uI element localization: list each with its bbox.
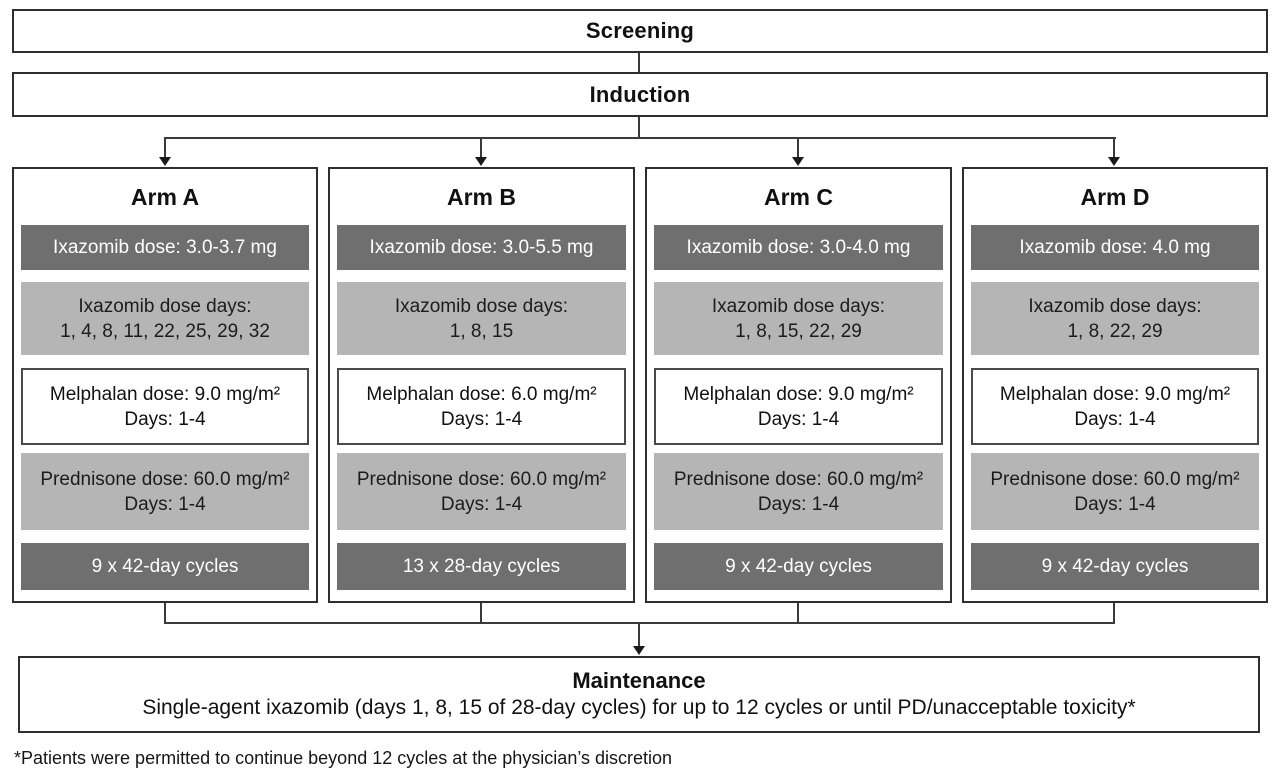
- arm-d-box: Arm D Ixazomib dose: 4.0 mg Ixazomib dos…: [962, 167, 1268, 603]
- arm-b-melphalan: Melphalan dose: 6.0 mg/m² Days: 1-4: [337, 368, 626, 445]
- arm-c-ixazomib-dose-text: Ixazomib dose: 3.0-4.0 mg: [686, 237, 911, 258]
- connector-screening-induction: [638, 53, 640, 72]
- connector-drop-arm-b: [480, 137, 482, 158]
- maintenance-text: Single-agent ixazomib (days 1, 8, 15 of …: [142, 696, 1136, 719]
- connector-induction-stem: [638, 117, 640, 138]
- arm-b-box: Arm B Ixazomib dose: 3.0-5.5 mg Ixazomib…: [328, 167, 635, 603]
- arm-d-prednisone-days: Days: 1-4: [1074, 493, 1156, 515]
- arm-a-prednisone-dose: Prednisone dose: 60.0 mg/m²: [40, 468, 290, 490]
- arm-b-cycles-text: 13 x 28-day cycles: [402, 556, 561, 577]
- arm-a-ixazomib-dose-text: Ixazomib dose: 3.0-3.7 mg: [53, 237, 277, 258]
- arm-c-dose-days: Ixazomib dose days: 1, 8, 15, 22, 29: [654, 282, 943, 355]
- arm-a-dose-days-values: 1, 4, 8, 11, 22, 25, 29, 32: [60, 320, 270, 342]
- arm-a-cycles-text: 9 x 42-day cycles: [91, 556, 239, 577]
- arm-d-dose-days-label: Ixazomib dose days:: [1028, 295, 1202, 317]
- arm-a-dose-days: Ixazomib dose days: 1, 4, 8, 11, 22, 25,…: [21, 282, 309, 355]
- screening-box: Screening: [12, 9, 1268, 53]
- arm-c-dose-days-values: 1, 8, 15, 22, 29: [735, 320, 862, 342]
- arm-a-ixazomib-dose: Ixazomib dose: 3.0-3.7 mg: [21, 225, 309, 270]
- arm-a-melphalan: Melphalan dose: 9.0 mg/m² Days: 1-4: [21, 368, 309, 445]
- arm-c-melphalan-days: Days: 1-4: [757, 408, 840, 430]
- arm-c-box: Arm C Ixazomib dose: 3.0-4.0 mg Ixazomib…: [645, 167, 952, 603]
- arm-b-dose-days-values: 1, 8, 15: [449, 320, 514, 342]
- arm-b-ixazomib-dose: Ixazomib dose: 3.0-5.5 mg: [337, 225, 626, 270]
- arm-b-dose-days-label: Ixazomib dose days:: [394, 295, 569, 317]
- arm-c-prednisone-days: Days: 1-4: [757, 493, 840, 515]
- arm-c-prednisone: Prednisone dose: 60.0 mg/m² Days: 1-4: [654, 453, 943, 530]
- arrow-down-icon: [633, 646, 645, 655]
- arm-c-cycles: 9 x 42-day cycles: [654, 543, 943, 590]
- arm-c-dose-days-label: Ixazomib dose days:: [711, 295, 886, 317]
- connector-maintenance-stem: [638, 624, 640, 648]
- arm-c-title: Arm C: [763, 183, 833, 210]
- arm-b-cycles: 13 x 28-day cycles: [337, 543, 626, 590]
- arm-c-prednisone-dose: Prednisone dose: 60.0 mg/m²: [673, 468, 924, 490]
- arm-d-dose-days: Ixazomib dose days: 1, 8, 22, 29: [971, 282, 1259, 355]
- arm-d-melphalan: Melphalan dose: 9.0 mg/m² Days: 1-4: [971, 368, 1259, 445]
- maintenance-box: Maintenance Single-agent ixazomib (days …: [18, 656, 1260, 733]
- connector-stub-arm-b: [480, 603, 482, 624]
- connector-stub-arm-a: [164, 603, 166, 624]
- arm-c-melphalan-dose: Melphalan dose: 9.0 mg/m²: [683, 383, 914, 405]
- arm-b-melphalan-dose: Melphalan dose: 6.0 mg/m²: [366, 383, 597, 405]
- connector-stub-arm-c: [797, 603, 799, 624]
- arm-a-prednisone: Prednisone dose: 60.0 mg/m² Days: 1-4: [21, 453, 309, 530]
- arm-d-ixazomib-dose-text: Ixazomib dose: 4.0 mg: [1019, 237, 1211, 258]
- maintenance-title: Maintenance: [572, 668, 706, 693]
- arm-a-dose-days-label: Ixazomib dose days:: [78, 295, 252, 317]
- connector-merge-crossbar: [164, 622, 1115, 624]
- connector-drop-arm-d: [1113, 137, 1115, 158]
- arm-a-melphalan-dose: Melphalan dose: 9.0 mg/m²: [49, 383, 281, 405]
- connector-drop-arm-c: [797, 137, 799, 158]
- connector-induction-crossbar: [164, 137, 1116, 139]
- footnote: *Patients were permitted to continue bey…: [14, 748, 673, 768]
- arm-c-cycles-text: 9 x 42-day cycles: [725, 556, 872, 577]
- arrow-down-icon: [159, 157, 171, 166]
- arm-b-prednisone: Prednisone dose: 60.0 mg/m² Days: 1-4: [337, 453, 626, 530]
- arm-d-dose-days-values: 1, 8, 22, 29: [1067, 320, 1163, 342]
- arm-b-dose-days: Ixazomib dose days: 1, 8, 15: [337, 282, 626, 355]
- arm-d-title: Arm D: [1080, 183, 1150, 210]
- arm-a-cycles: 9 x 42-day cycles: [21, 543, 309, 590]
- arm-b-ixazomib-dose-text: Ixazomib dose: 3.0-5.5 mg: [369, 237, 594, 258]
- arm-d-melphalan-days: Days: 1-4: [1074, 408, 1156, 430]
- arm-b-title: Arm B: [446, 183, 516, 210]
- arm-c-melphalan: Melphalan dose: 9.0 mg/m² Days: 1-4: [654, 368, 943, 445]
- arm-d-prednisone-dose: Prednisone dose: 60.0 mg/m²: [990, 468, 1240, 490]
- arm-d-melphalan-dose: Melphalan dose: 9.0 mg/m²: [999, 383, 1231, 405]
- arm-b-prednisone-dose: Prednisone dose: 60.0 mg/m²: [356, 468, 607, 490]
- arrow-down-icon: [475, 157, 487, 166]
- connector-drop-arm-a: [164, 137, 166, 158]
- arm-b-prednisone-days: Days: 1-4: [440, 493, 523, 515]
- arm-d-ixazomib-dose: Ixazomib dose: 4.0 mg: [971, 225, 1259, 270]
- arrow-down-icon: [1108, 157, 1120, 166]
- arm-d-cycles-text: 9 x 42-day cycles: [1041, 556, 1189, 577]
- arrow-down-icon: [792, 157, 804, 166]
- arm-b-melphalan-days: Days: 1-4: [440, 408, 523, 430]
- induction-title: Induction: [589, 81, 691, 107]
- induction-box: Induction: [12, 72, 1268, 117]
- arm-a-prednisone-days: Days: 1-4: [124, 493, 206, 515]
- arm-a-title: Arm A: [130, 183, 200, 210]
- screening-title: Screening: [585, 18, 695, 43]
- arm-c-ixazomib-dose: Ixazomib dose: 3.0-4.0 mg: [654, 225, 943, 270]
- connector-stub-arm-d: [1113, 603, 1115, 624]
- arm-a-box: Arm A Ixazomib dose: 3.0-3.7 mg Ixazomib…: [12, 167, 318, 603]
- arm-a-melphalan-days: Days: 1-4: [124, 408, 206, 430]
- arm-d-cycles: 9 x 42-day cycles: [971, 543, 1259, 590]
- arm-d-prednisone: Prednisone dose: 60.0 mg/m² Days: 1-4: [971, 453, 1259, 530]
